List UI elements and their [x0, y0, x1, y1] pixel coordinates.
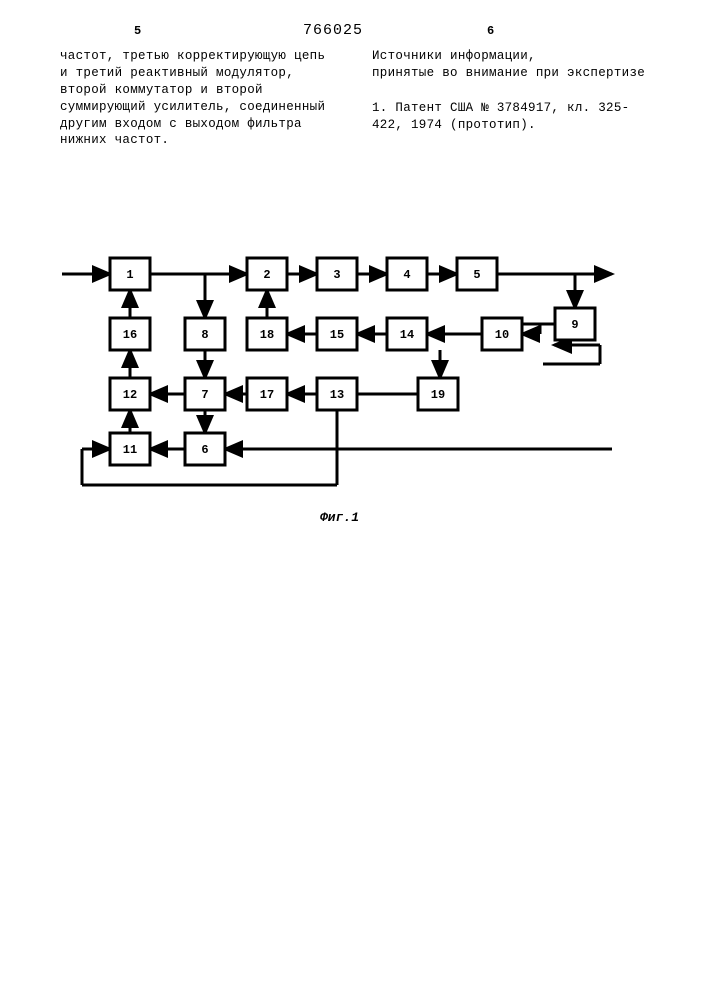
svg-text:11: 11 [123, 443, 137, 457]
svg-text:13: 13 [330, 388, 344, 402]
svg-text:16: 16 [123, 328, 137, 342]
svg-text:19: 19 [431, 388, 445, 402]
svg-text:7: 7 [201, 388, 208, 402]
svg-text:9: 9 [571, 318, 578, 332]
svg-text:1: 1 [126, 268, 133, 282]
svg-text:15: 15 [330, 328, 344, 342]
svg-text:17: 17 [260, 388, 274, 402]
svg-text:3: 3 [333, 268, 340, 282]
svg-text:8: 8 [201, 328, 208, 342]
svg-text:10: 10 [495, 328, 509, 342]
svg-text:6: 6 [201, 443, 208, 457]
svg-text:18: 18 [260, 328, 274, 342]
block-diagram: 12345168181514109127171319116 [0, 0, 707, 565]
svg-text:4: 4 [403, 268, 410, 282]
svg-text:12: 12 [123, 388, 137, 402]
patent-page: 5 766025 6 частот, третью корректирующую… [0, 0, 707, 1000]
svg-text:2: 2 [263, 268, 270, 282]
svg-text:14: 14 [400, 328, 414, 342]
svg-text:5: 5 [473, 268, 480, 282]
figure-label: Фиг.1 [320, 510, 359, 525]
